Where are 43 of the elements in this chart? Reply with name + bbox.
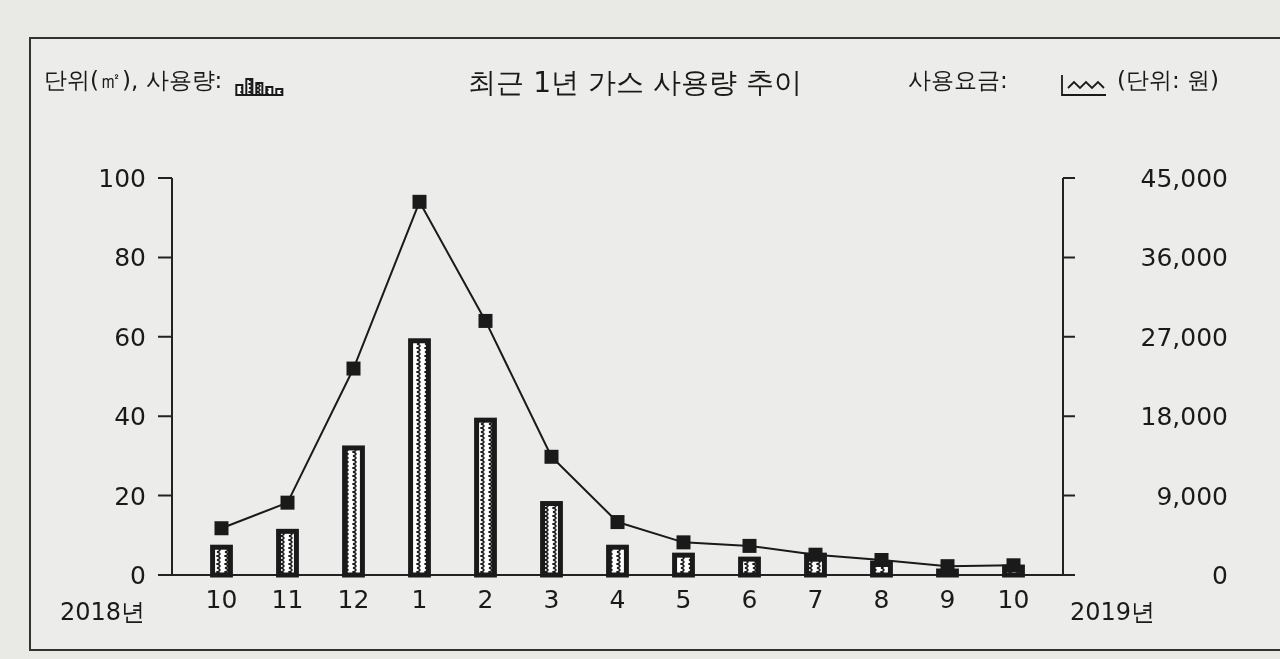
point [412,194,427,209]
y2-axis-title: (단위: 원) [1117,67,1220,93]
legend-label: 사용요금: [908,67,1008,93]
text: 2019년 [1070,598,1156,626]
y2-tick-label: 36,000 [1140,243,1228,273]
point [742,538,757,553]
x-tick-label: 10 [997,585,1030,614]
text: 2018년 [60,598,146,626]
y-tick-label: 100 [98,164,146,193]
y-tick-label: 20 [114,481,146,511]
y-tick-label: 40 [114,402,146,432]
x-tick-label: 12 [337,585,370,614]
point [676,535,691,550]
chart-title: 최근 1년 가스 사용량 추이 [468,66,802,99]
x-tick-label: 9 [939,585,956,614]
x-tick-label: 6 [741,585,758,614]
x-tick-label: 1 [411,585,428,614]
x-tick-label: 11 [271,585,304,614]
x-tick-label: 3 [543,585,560,614]
y2-tick-label: 45,000 [1140,164,1228,193]
y2-tick-label: 18,000 [1140,402,1228,432]
x-tick-label: 5 [675,585,692,614]
point [346,361,361,376]
point [808,547,823,562]
y-tick-label: 0 [130,561,146,590]
y-tick-label: 60 [114,322,146,352]
x-tick-label: 7 [807,585,824,614]
x-tick-label: 10 [205,585,238,614]
point [610,515,625,530]
y2-tick-label: 27,000 [1140,322,1228,352]
point [214,521,229,536]
legend-label: 단위(㎡), 사용량: [44,67,223,93]
point [280,495,295,510]
point [1006,558,1021,573]
x-tick-label: 2 [477,585,494,614]
x-tick-label: 4 [609,585,626,614]
y-tick-label: 80 [114,243,146,273]
point [874,553,889,567]
x-tick-label: 8 [873,585,890,614]
point [544,449,559,464]
point [478,313,493,328]
y2-tick-label: 9,000 [1156,481,1228,511]
y2-tick-label: 0 [1212,561,1228,590]
